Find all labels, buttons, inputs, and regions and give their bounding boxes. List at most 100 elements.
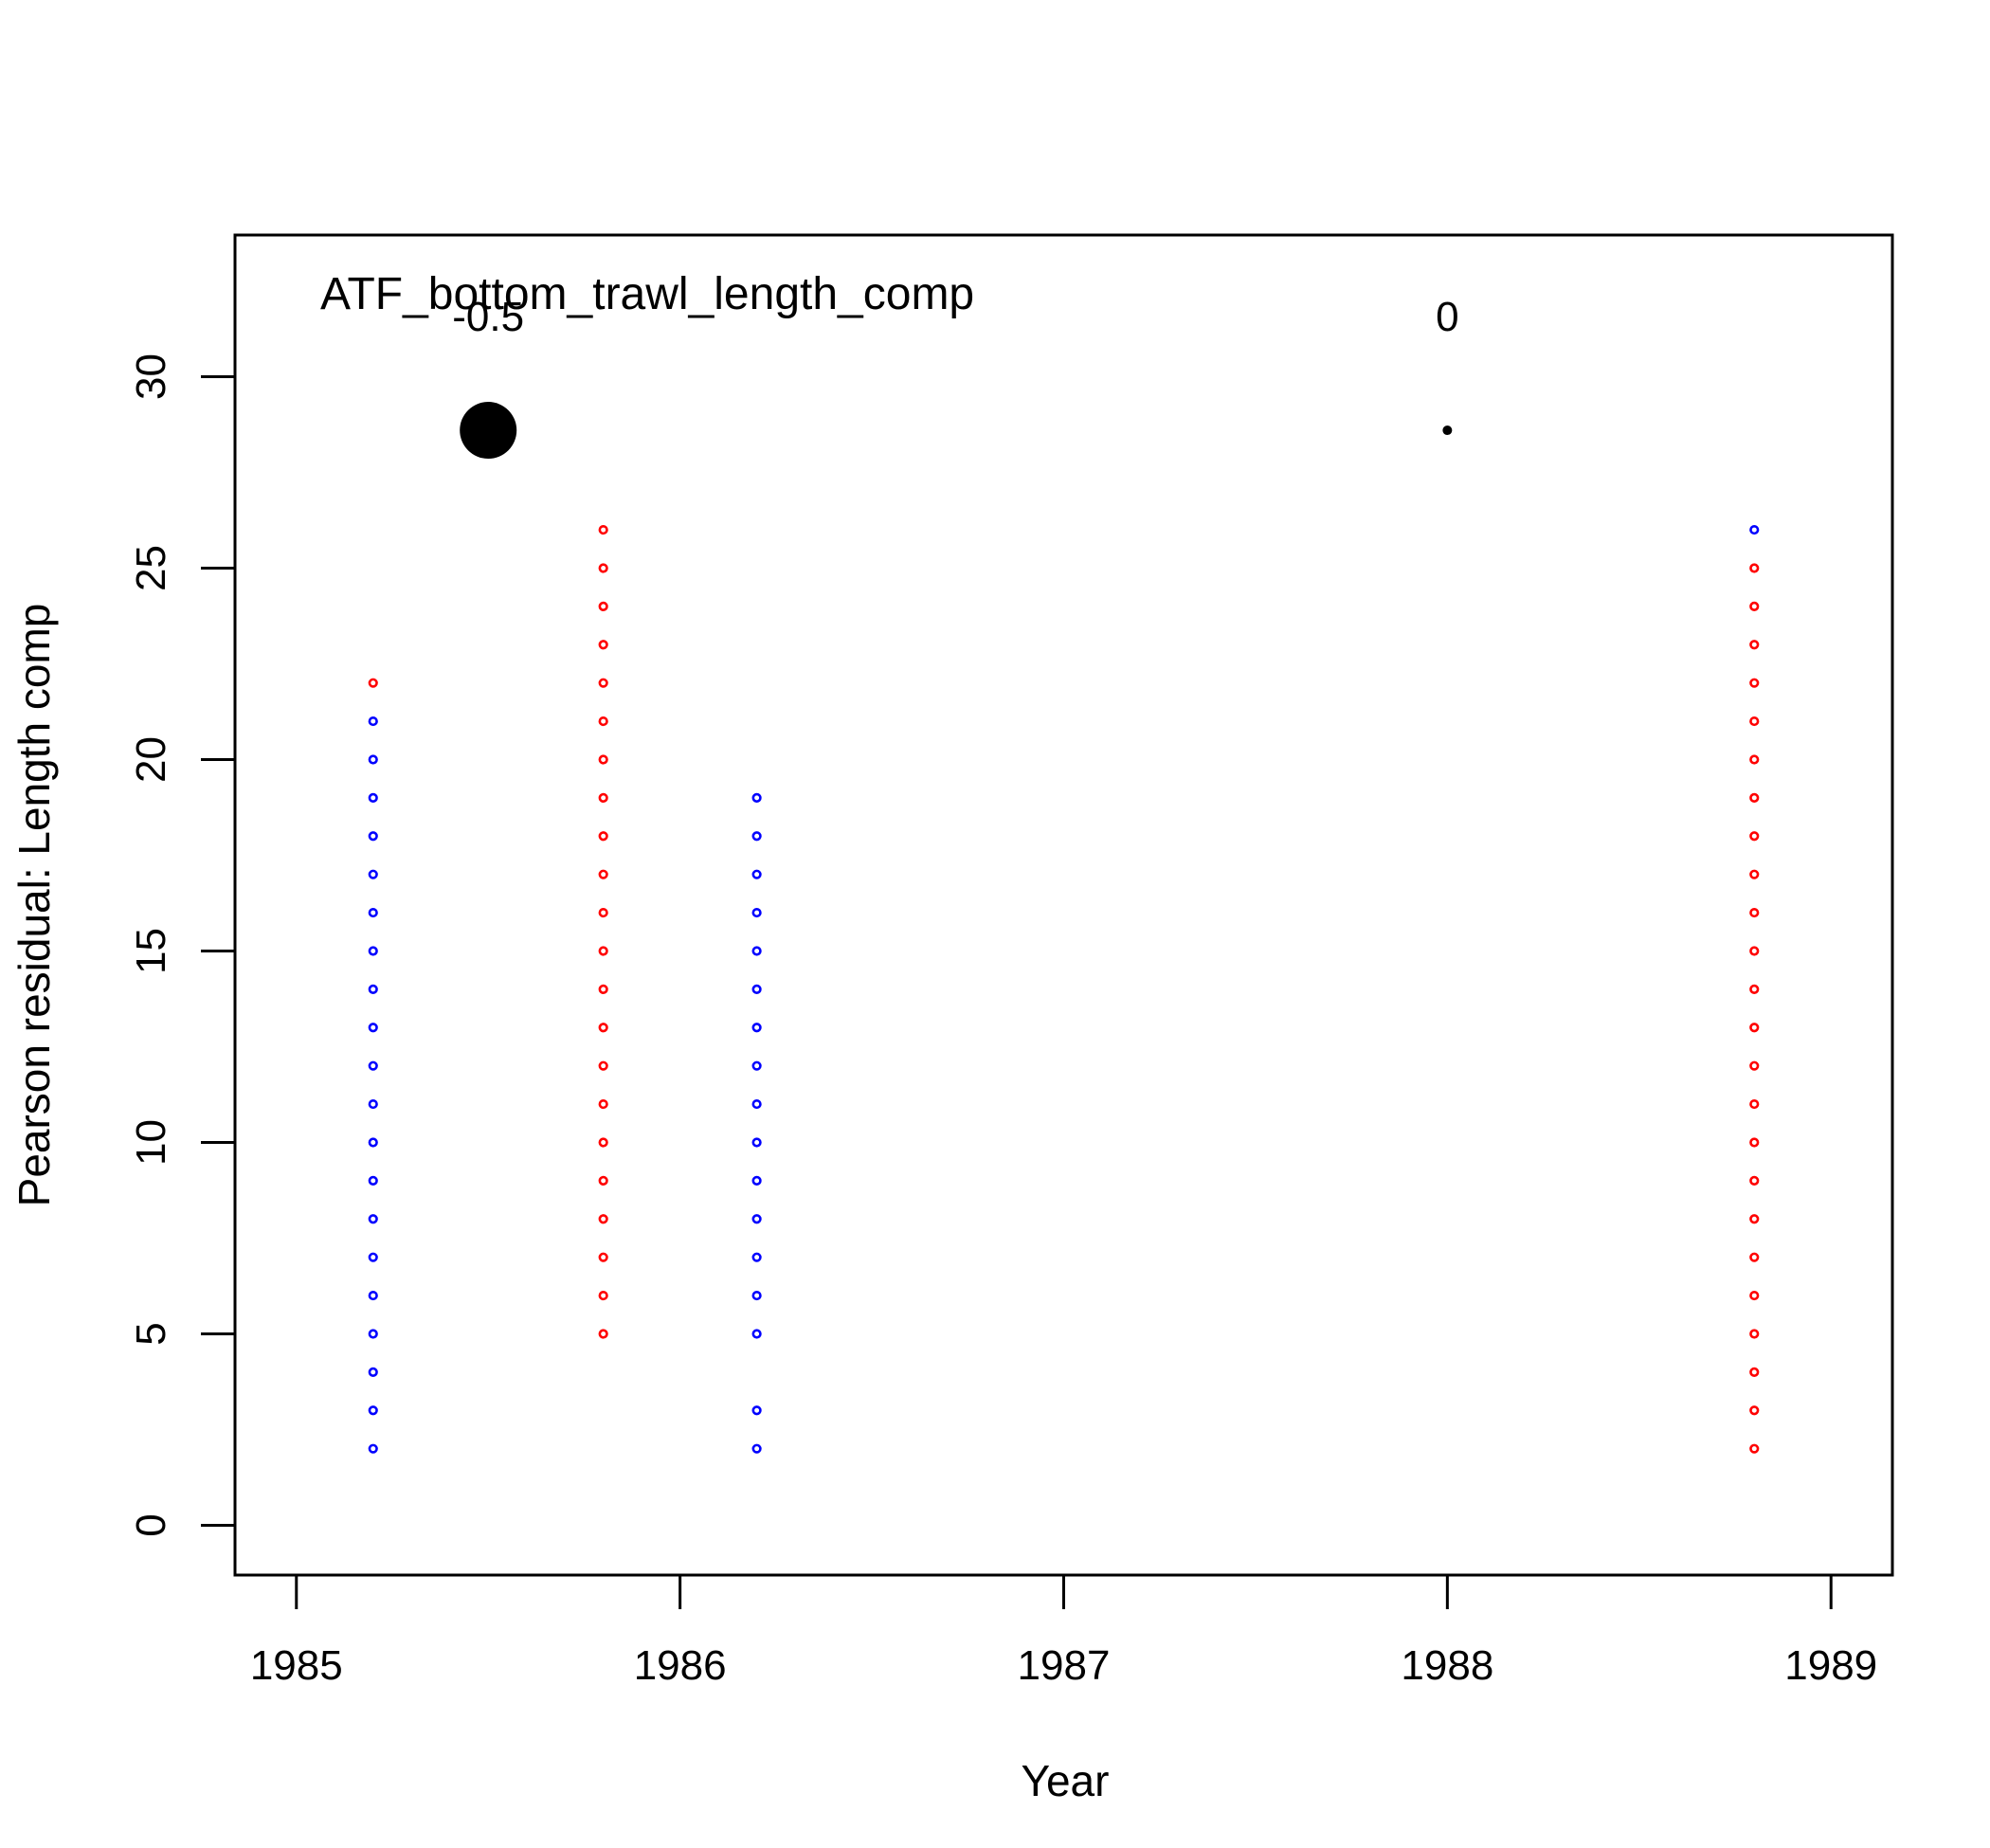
positive-residual-point xyxy=(1749,563,1760,573)
negative-residual-point xyxy=(368,1023,378,1033)
positive-residual-point xyxy=(598,1329,608,1339)
y-axis-label: Pearson residual: Length comp xyxy=(9,604,59,1207)
y-tick-label: 20 xyxy=(128,736,174,783)
positive-residual-point xyxy=(598,831,608,842)
negative-residual-point xyxy=(751,1023,762,1033)
positive-residual-point xyxy=(598,640,608,650)
legend-bubble xyxy=(1442,426,1453,436)
negative-residual-point xyxy=(368,984,378,994)
positive-residual-point xyxy=(1749,792,1760,803)
x-tick-label: 1987 xyxy=(1018,1642,1111,1689)
negative-residual-point xyxy=(751,1252,762,1262)
legend-bubble xyxy=(460,402,517,460)
positive-residual-point xyxy=(598,792,608,803)
negative-residual-point xyxy=(751,1214,762,1224)
positive-residual-point xyxy=(1749,1405,1760,1416)
x-axis-label: Year xyxy=(1022,1756,1110,1805)
positive-residual-point xyxy=(1749,754,1760,765)
positive-residual-point xyxy=(598,678,608,688)
positive-residual-point xyxy=(1749,1290,1760,1301)
negative-residual-point xyxy=(368,792,378,803)
positive-residual-point xyxy=(1749,1367,1760,1377)
negative-residual-point xyxy=(368,1098,378,1110)
positive-residual-point xyxy=(1749,1137,1760,1148)
positive-residual-point xyxy=(368,678,378,688)
negative-residual-point xyxy=(368,1137,378,1148)
negative-residual-point xyxy=(368,1175,378,1186)
y-tick-label: 0 xyxy=(128,1513,174,1536)
positive-residual-point xyxy=(1749,831,1760,842)
positive-residual-point xyxy=(1749,716,1760,727)
negative-residual-point xyxy=(751,869,762,879)
residual-points xyxy=(368,524,1760,1454)
legend-label: -0.5 xyxy=(452,294,524,340)
positive-residual-point xyxy=(598,524,608,535)
positive-residual-point xyxy=(1749,1252,1760,1262)
negative-residual-point xyxy=(368,716,378,727)
positive-residual-point xyxy=(598,984,608,994)
x-axis: 1985 1986 1987 1988 1989 xyxy=(250,1573,1877,1689)
negative-residual-point xyxy=(368,907,378,918)
negative-residual-point xyxy=(1749,524,1760,535)
positive-residual-point xyxy=(598,716,608,727)
negative-residual-point xyxy=(368,1329,378,1339)
positive-residual-point xyxy=(1749,1098,1760,1110)
positive-residual-point xyxy=(1749,1023,1760,1033)
positive-residual-point xyxy=(598,907,608,918)
positive-residual-point xyxy=(1749,984,1760,994)
y-axis: 0 5 10 15 20 25 30 xyxy=(128,353,237,1537)
negative-residual-point xyxy=(751,831,762,842)
x-tick-label: 1989 xyxy=(1784,1642,1877,1689)
negative-residual-point xyxy=(751,1443,762,1454)
positive-residual-point xyxy=(598,1290,608,1301)
positive-residual-point xyxy=(598,946,608,956)
x-tick-label: 1986 xyxy=(634,1642,727,1689)
positive-residual-point xyxy=(598,869,608,879)
negative-residual-point xyxy=(368,1443,378,1454)
y-tick-label: 25 xyxy=(128,545,174,591)
y-tick-label: 5 xyxy=(128,1322,174,1345)
positive-residual-point xyxy=(1749,640,1760,650)
y-tick-label: 30 xyxy=(128,353,174,400)
negative-residual-point xyxy=(368,1252,378,1262)
positive-residual-point xyxy=(1749,678,1760,688)
positive-residual-point xyxy=(598,1060,608,1071)
negative-residual-point xyxy=(368,869,378,879)
positive-residual-point xyxy=(598,1214,608,1224)
negative-residual-point xyxy=(751,984,762,994)
positive-residual-point xyxy=(1749,601,1760,611)
negative-residual-point xyxy=(751,792,762,803)
positive-residual-point xyxy=(1749,1060,1760,1071)
y-tick-label: 10 xyxy=(128,1119,174,1166)
negative-residual-point xyxy=(368,1290,378,1301)
negative-residual-point xyxy=(751,946,762,956)
positive-residual-point xyxy=(1749,869,1760,879)
positive-residual-point xyxy=(598,1175,608,1186)
negative-residual-point xyxy=(751,1098,762,1110)
positive-residual-point xyxy=(598,601,608,611)
positive-residual-point xyxy=(1749,1175,1760,1186)
x-tick-label: 1985 xyxy=(250,1642,343,1689)
negative-residual-point xyxy=(751,1175,762,1186)
negative-residual-point xyxy=(368,946,378,956)
negative-residual-point xyxy=(368,1367,378,1377)
panel-title: ATF_bottom_trawl_length_comp xyxy=(320,269,974,319)
negative-residual-point xyxy=(751,1060,762,1071)
positive-residual-point xyxy=(598,754,608,765)
positive-residual-point xyxy=(598,1098,608,1110)
negative-residual-point xyxy=(751,1290,762,1301)
negative-residual-point xyxy=(751,1137,762,1148)
negative-residual-point xyxy=(368,754,378,765)
positive-residual-point xyxy=(1749,1443,1760,1454)
positive-residual-point xyxy=(598,1252,608,1262)
negative-residual-point xyxy=(368,1060,378,1071)
positive-residual-point xyxy=(1749,907,1760,918)
positive-residual-point xyxy=(1749,946,1760,956)
y-tick-label: 15 xyxy=(128,928,174,974)
positive-residual-point xyxy=(598,563,608,573)
negative-residual-point xyxy=(368,831,378,842)
positive-residual-point xyxy=(598,1023,608,1033)
legend-label: 0 xyxy=(1436,294,1458,340)
negative-residual-point xyxy=(751,1405,762,1416)
